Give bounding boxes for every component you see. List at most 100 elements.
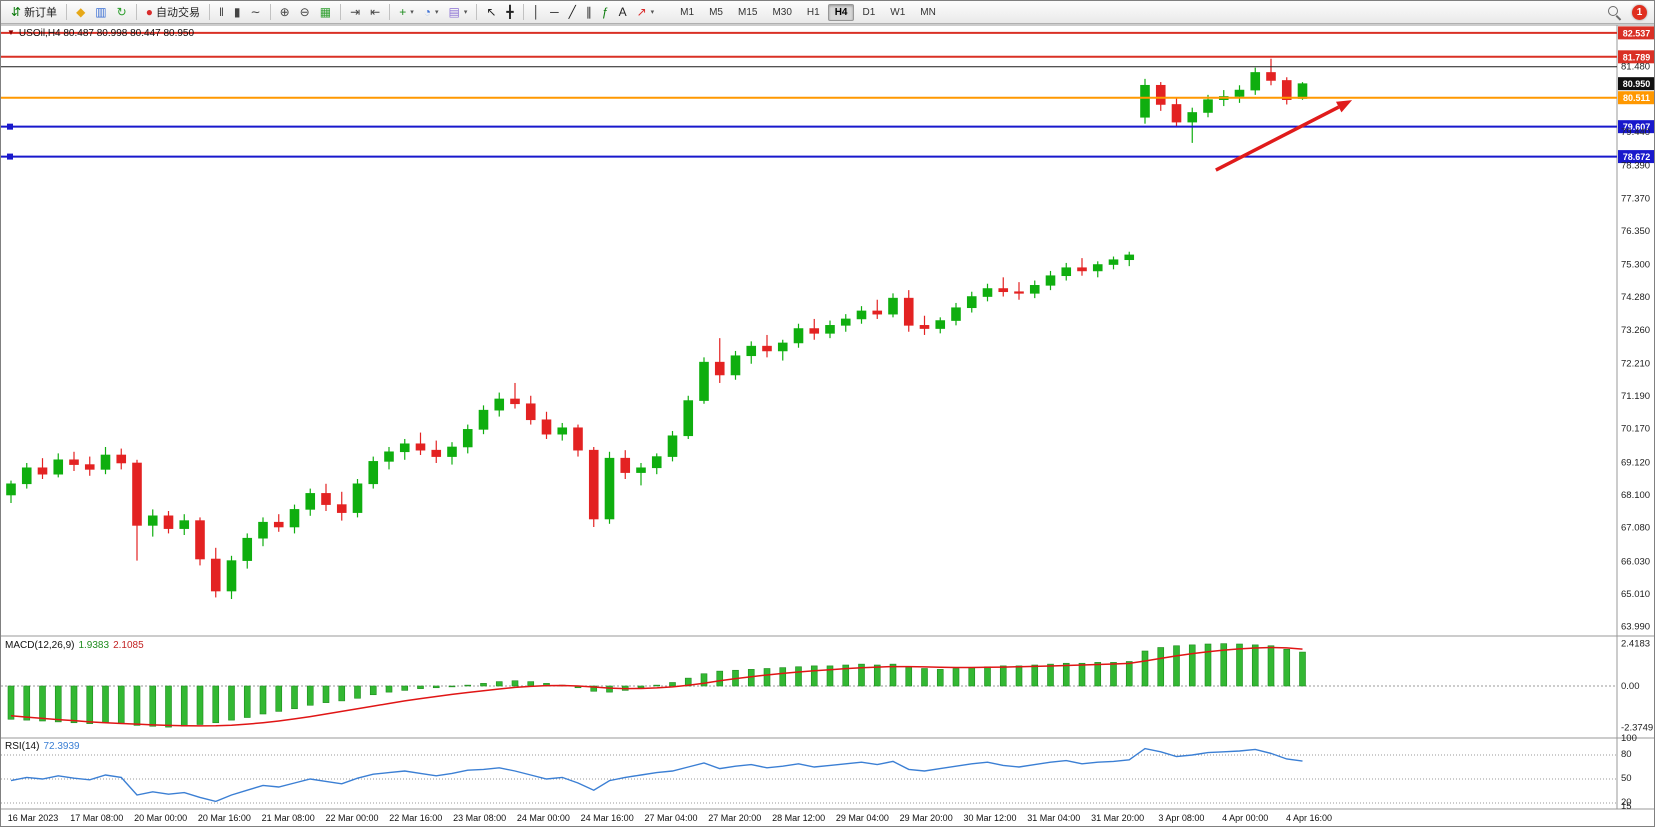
- timeframe-h1[interactable]: H1: [806, 6, 820, 18]
- text-icon[interactable]: A: [614, 3, 632, 21]
- chevron-down-icon: ▾: [650, 9, 655, 16]
- toolbar-separator: [340, 4, 342, 20]
- svg-text:81.789: 81.789: [1623, 52, 1651, 62]
- crosshair-icon: ╋: [506, 5, 514, 19]
- timeframe-m1[interactable]: M1: [680, 6, 695, 18]
- autotrading-button[interactable]: ● 自动交易: [141, 2, 205, 22]
- timeframe-m5[interactable]: M5: [709, 6, 723, 18]
- svg-text:63.990: 63.990: [1621, 622, 1650, 633]
- indicators-icon: +: [399, 5, 407, 19]
- macd-name: MACD(12,26,9): [5, 640, 75, 651]
- horizontal-line-icon[interactable]: ─: [545, 3, 564, 21]
- svg-text:81.480: 81.480: [1621, 62, 1650, 73]
- one-click-trading-toggle[interactable]: ▼: [7, 28, 15, 37]
- svg-text:2.4183: 2.4183: [1621, 639, 1650, 650]
- refresh-icon: ↻: [116, 5, 127, 19]
- arrows-icon[interactable]: ↗ ▾: [632, 3, 660, 21]
- indicators-icon[interactable]: + ▾: [394, 3, 419, 21]
- rsi-indicator-label: RSI(14) 72.3939: [5, 741, 80, 752]
- toolbar-separator: [476, 4, 478, 20]
- rsi-name: RSI(14): [5, 741, 40, 752]
- auto-scroll-icon[interactable]: ⇥: [345, 3, 365, 21]
- svg-text:79.607: 79.607: [1623, 122, 1651, 132]
- svg-text:68.100: 68.100: [1621, 490, 1650, 501]
- vertical-line-icon[interactable]: │: [528, 3, 546, 21]
- timeframe-w1[interactable]: W1: [890, 6, 906, 18]
- toolbar-separator: [208, 4, 210, 20]
- new-chart-icon[interactable]: ▥: [90, 3, 111, 21]
- svg-text:74.280: 74.280: [1621, 292, 1650, 303]
- time-label: 20 Mar 00:00: [134, 813, 188, 823]
- channel-icon[interactable]: ∥: [581, 3, 597, 21]
- svg-text:82.537: 82.537: [1623, 28, 1651, 38]
- svg-text:79.440: 79.440: [1621, 127, 1650, 138]
- timeframe-buttons: M1 M5 M15 M30 H1 H4 D1 W1 MN: [673, 3, 943, 21]
- timeframe-d1[interactable]: D1: [862, 6, 876, 18]
- symbol-title-text: USOil,H4 80.487 80.998 80.447 80.950: [18, 28, 195, 39]
- bar-chart-icon[interactable]: ‖: [214, 3, 229, 21]
- time-label: 22 Mar 16:00: [389, 813, 443, 823]
- timeframe-mn[interactable]: MN: [920, 6, 936, 18]
- svg-text:65.010: 65.010: [1621, 589, 1650, 600]
- toolbar-separator: [269, 4, 271, 20]
- toolbar-right: 1: [1607, 4, 1649, 20]
- metaeditor-icon[interactable]: ◆: [71, 3, 90, 21]
- new-order-button[interactable]: ⇵ 新订单: [6, 2, 62, 22]
- search-icon[interactable]: [1607, 5, 1622, 20]
- trendline-icon[interactable]: ╱: [564, 3, 581, 21]
- macd-main-value: 1.9383: [78, 640, 110, 651]
- notification-badge[interactable]: 1: [1632, 4, 1647, 20]
- zoom-in-icon: ⊕: [279, 5, 290, 19]
- chart-shift-icon[interactable]: ⇤: [365, 3, 385, 21]
- new-order-button-label: 新订单: [24, 7, 58, 19]
- svg-text:76.350: 76.350: [1621, 226, 1650, 237]
- candlestick-chart-icon[interactable]: ▮: [229, 3, 246, 21]
- trendline-icon: ╱: [568, 5, 576, 19]
- auto-scroll-icon: ⇥: [350, 5, 361, 19]
- horizontal-line-icon: ─: [550, 5, 559, 19]
- timeframe-m15[interactable]: M15: [737, 6, 758, 18]
- timeframe-m30[interactable]: M30: [772, 6, 792, 18]
- channel-icon: ∥: [585, 5, 592, 19]
- time-label: 31 Mar 20:00: [1091, 813, 1145, 823]
- time-label: 4 Apr 00:00: [1222, 813, 1269, 823]
- rsi-value: 72.3939: [43, 741, 80, 752]
- time-label: 23 Mar 08:00: [453, 813, 507, 823]
- crosshair-icon[interactable]: ╋: [501, 3, 518, 21]
- time-label: 27 Mar 20:00: [708, 813, 762, 823]
- zoom-out-icon: ⊖: [299, 5, 310, 19]
- zoom-out-icon[interactable]: ⊖: [295, 3, 315, 21]
- time-label: 4 Apr 16:00: [1285, 813, 1333, 823]
- chart-shift-icon: ⇤: [370, 5, 381, 19]
- time-label: 24 Mar 16:00: [580, 813, 634, 823]
- periods-icon: ◔: [423, 5, 431, 19]
- timeframe-h4[interactable]: H4: [827, 3, 855, 21]
- time-label: 30 Mar 12:00: [963, 813, 1017, 823]
- toolbar-separator: [66, 4, 68, 20]
- svg-text:15: 15: [1621, 801, 1632, 812]
- fibonacci-icon[interactable]: ƒ: [597, 3, 614, 21]
- toolbar-separator: [389, 4, 391, 20]
- svg-text:77.370: 77.370: [1621, 193, 1650, 204]
- svg-text:50: 50: [1621, 773, 1632, 784]
- bar-chart-icon: ‖: [218, 5, 224, 19]
- svg-text:80.511: 80.511: [1623, 93, 1650, 103]
- zoom-in-icon[interactable]: ⊕: [275, 3, 295, 21]
- time-label: 22 Mar 00:00: [325, 813, 379, 823]
- chevron-down-icon: ▾: [463, 9, 468, 16]
- line-chart-icon[interactable]: ∼: [246, 3, 266, 21]
- svg-text:78.390: 78.390: [1621, 161, 1650, 172]
- line-chart-icon: ∼: [250, 5, 261, 19]
- templates-icon[interactable]: ▤ ▾: [443, 3, 472, 21]
- tile-windows-icon[interactable]: ▦: [315, 3, 336, 21]
- refresh-icon[interactable]: ↻: [112, 3, 132, 21]
- time-axis[interactable]: 16 Mar 2023 17 Mar 08:00 20 Mar 00:00 20 Ma…: [1, 811, 1617, 826]
- tile-windows-icon: ▦: [319, 5, 332, 19]
- time-label: 24 Mar 00:00: [516, 813, 570, 823]
- time-label: 21 Mar 08:00: [261, 813, 315, 823]
- periods-icon[interactable]: ◔ ▾: [419, 3, 444, 21]
- chevron-down-icon: ▾: [410, 9, 414, 16]
- cursor-icon[interactable]: ↖: [481, 3, 501, 21]
